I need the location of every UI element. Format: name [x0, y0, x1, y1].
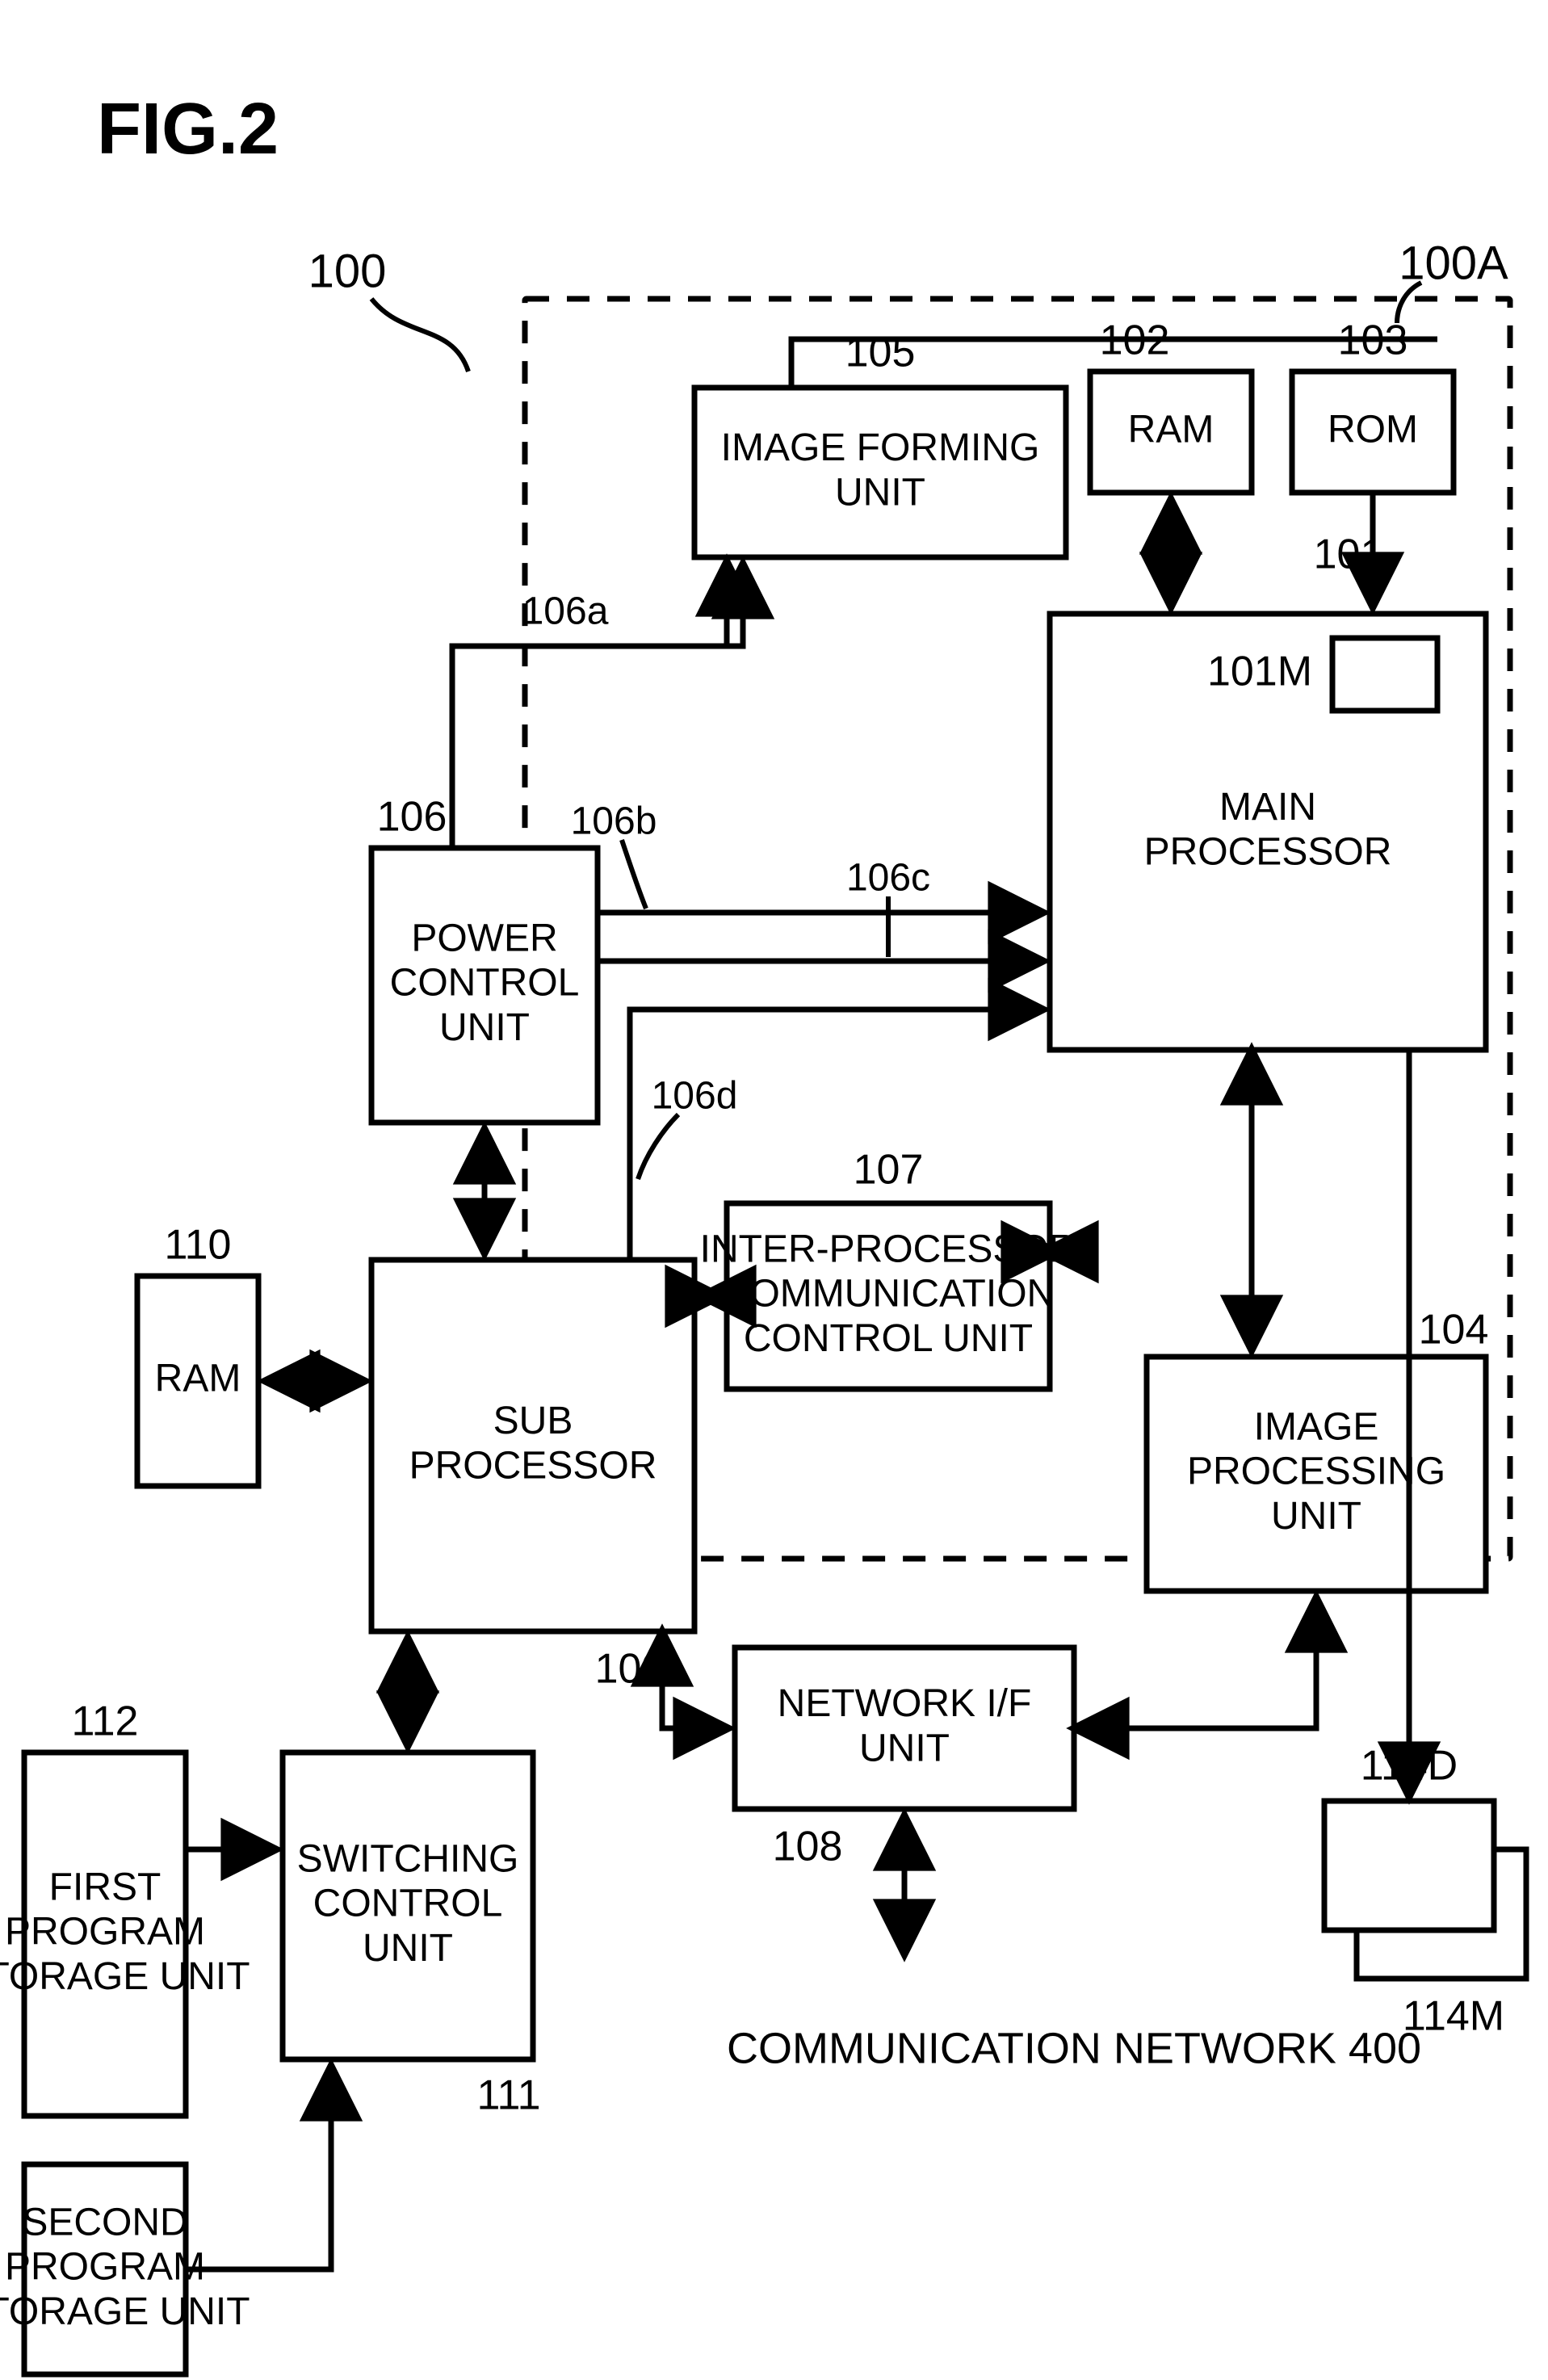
- ref-106a: 106a: [522, 590, 609, 633]
- ref-inter_proc: 107: [854, 1147, 924, 1194]
- node-main_proc-sub: [1332, 638, 1437, 711]
- ref-network_if: 108: [773, 1824, 843, 1870]
- label-main_proc-0: MAIN: [1219, 786, 1316, 829]
- label-power_control-0: POWER: [411, 917, 557, 959]
- ref-main_proc-sub: 101M: [1207, 649, 1312, 695]
- label-first_prog-0: FIRST: [49, 1866, 162, 1908]
- label-image_proc-0: IMAGE: [1254, 1405, 1379, 1448]
- e-sp-sw: [186, 2066, 331, 2269]
- diagram-stage: FIG.2 100 100A IMAGE FORMINGUNIT105POWER…: [0, 0, 1548, 2380]
- label-image_proc-2: UNIT: [1271, 1495, 1361, 1538]
- network-label: COMMUNICATION NETWORK 400: [727, 2024, 1421, 2072]
- label-power_control-2: UNIT: [439, 1006, 530, 1049]
- label-image_forming-1: UNIT: [835, 471, 925, 514]
- diagram-svg: FIG.2 100 100A IMAGE FORMINGUNIT105POWER…: [0, 0, 1548, 2380]
- ref-100a: 100A: [1399, 237, 1508, 289]
- label-first_prog-1: PROGRAM: [5, 1911, 205, 1954]
- label-second_prog-2: STORAGE UNIT: [0, 2290, 250, 2333]
- label-main_proc-1: PROCESSOR: [1144, 830, 1392, 873]
- label-network_if-0: NETWORK I/F: [778, 1682, 1032, 1725]
- label-rom-0: ROM: [1328, 409, 1418, 451]
- label-switching-1: CONTROL: [313, 1883, 503, 1925]
- label-sub_proc-1: PROCESSOR: [409, 1444, 657, 1487]
- ref-100: 100: [308, 245, 387, 297]
- ref-106c: 106c: [846, 857, 930, 900]
- label-power_control-1: CONTROL: [390, 962, 580, 1005]
- figure-title: FIG.2: [97, 89, 279, 170]
- ref-image_proc: 104: [1419, 1307, 1489, 1354]
- ref-switching: 111: [476, 2072, 540, 2119]
- label-switching-2: UNIT: [363, 1927, 453, 1970]
- label-inter_proc-1: COMMUNICATION: [722, 1273, 1055, 1316]
- label-ram_main-0: RAM: [1128, 409, 1214, 451]
- ref-power_control: 106: [377, 794, 447, 841]
- ref-100-pointer: [371, 299, 468, 371]
- label-image_forming-0: IMAGE FORMING: [721, 426, 1040, 469]
- ref-106d: 106d: [652, 1075, 738, 1118]
- label-first_prog-2: STORAGE UNIT: [0, 1955, 250, 1998]
- ref-106b: 106b: [571, 800, 657, 843]
- label-second_prog-1: PROGRAM: [5, 2246, 205, 2289]
- label-ram_sub-0: RAM: [155, 1358, 241, 1400]
- e-sub-nif: [662, 1631, 728, 1728]
- label-inter_proc-0: INTER-PROCESSOR: [700, 1228, 1077, 1270]
- ref-sub_proc: 109: [595, 1646, 665, 1693]
- ref-image_forming: 105: [845, 330, 916, 376]
- paper-114d: [1324, 1801, 1494, 1930]
- label-switching-0: SWITCHING: [297, 1837, 519, 1880]
- label-network_if-1: UNIT: [859, 1727, 950, 1769]
- label-sub_proc-0: SUB: [493, 1400, 573, 1442]
- label-inter_proc-2: CONTROL UNIT: [744, 1317, 1033, 1360]
- e-nif-imgp: [1074, 1597, 1316, 1728]
- label-second_prog-0: SECOND: [22, 2201, 187, 2244]
- ref-ram_sub: 110: [165, 1222, 232, 1269]
- ref-first_prog: 112: [72, 1698, 139, 1745]
